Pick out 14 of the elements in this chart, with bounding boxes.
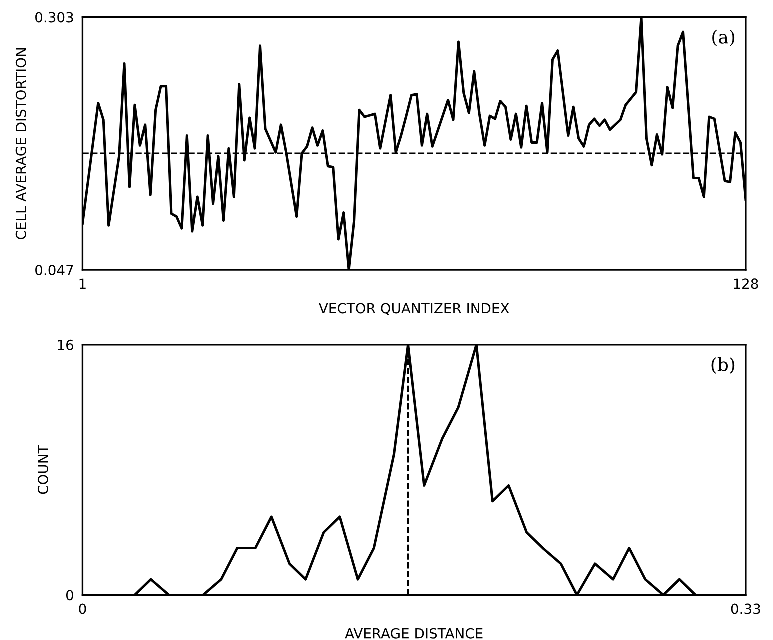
x-tick-label: 128: [734, 278, 758, 290]
x-axis-title: AVERAGE DISTANCE: [345, 628, 483, 639]
y-axis-title: COUNT: [38, 445, 48, 494]
y-tick-label: 0.303: [36, 12, 74, 23]
y-tick-label: 16: [58, 340, 74, 350]
y-tick-label: 0: [66, 590, 74, 601]
x-tick-label: 0.33: [731, 604, 760, 614]
y-tick-label: 0.047: [36, 265, 74, 276]
annotation: (a): [712, 30, 735, 46]
x-tick-label: 1: [80, 278, 86, 289]
annotation: (b): [712, 357, 735, 374]
line-series: [82, 17, 746, 270]
y-axis-title: CELL AVERAGE DISTORTION: [16, 48, 26, 240]
x-axis-title: VECTOR QUANTIZER INDEX: [319, 303, 510, 316]
